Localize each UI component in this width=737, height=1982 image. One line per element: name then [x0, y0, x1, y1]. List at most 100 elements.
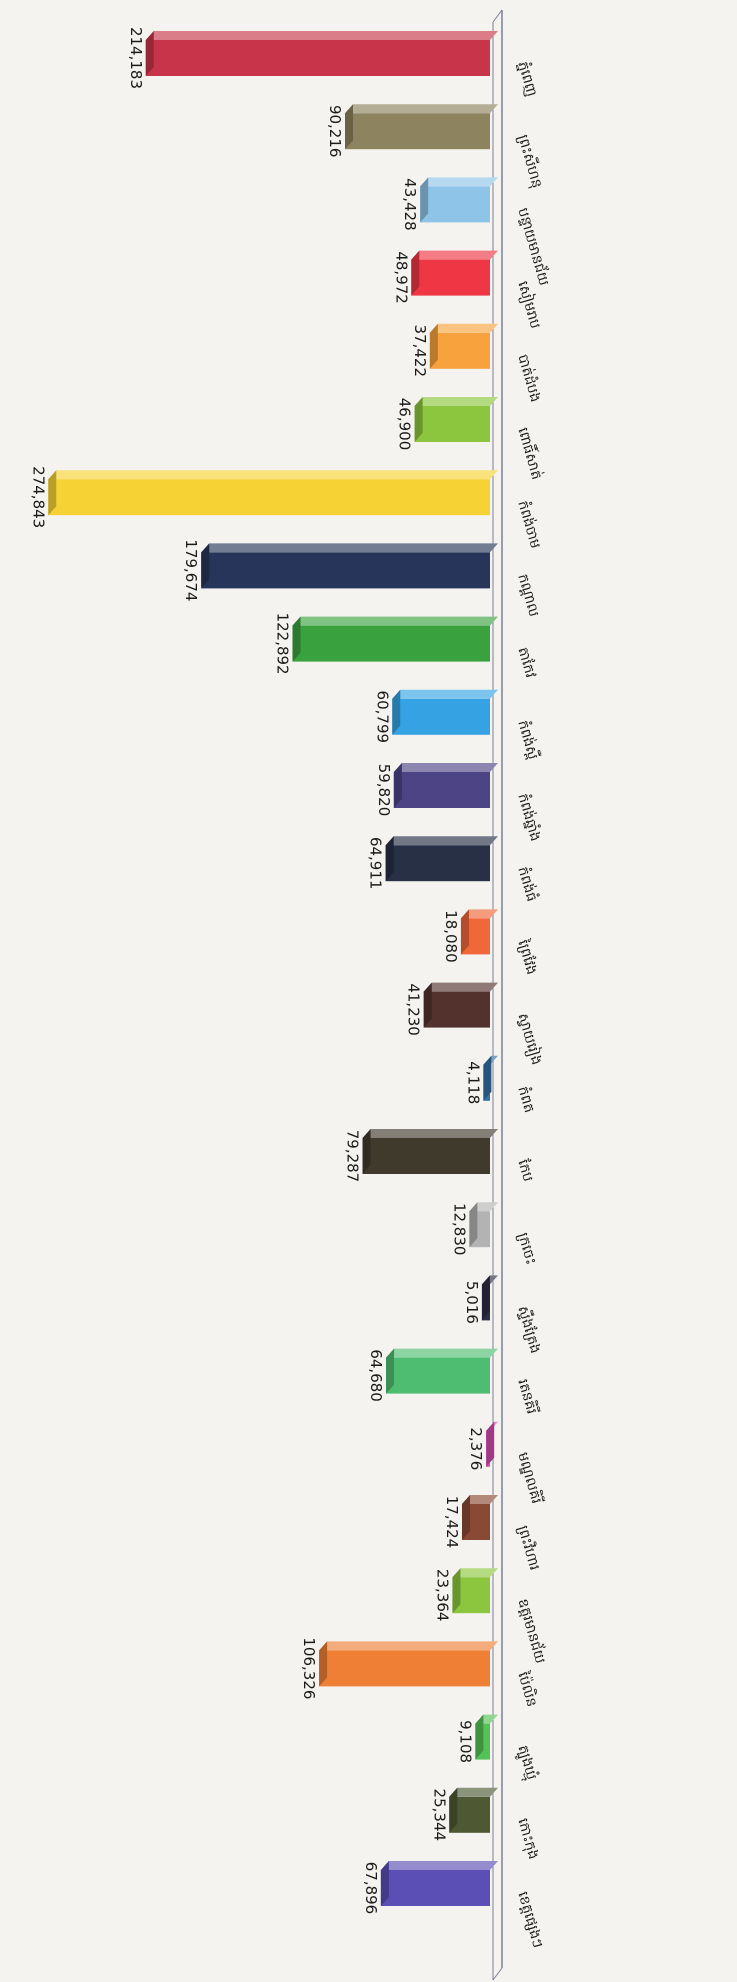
bar-20 [486, 1421, 498, 1467]
category-label: ប៉ៃលិន [514, 1669, 541, 1709]
bar-top-face [319, 1641, 498, 1651]
bar-top-face [423, 982, 498, 992]
bar-end-face [429, 323, 438, 369]
category-label: រតនគិរី [514, 1377, 541, 1416]
value-label: 37,422 [411, 325, 429, 378]
bar-top-face [48, 470, 499, 480]
category-label: កំពង់ស្ពឺ [514, 718, 542, 761]
bar-25 [449, 1787, 498, 1833]
bar-10 [392, 689, 498, 735]
bar-top-face [461, 1495, 498, 1504]
bar-top-face [414, 397, 498, 406]
bar-top-face [345, 104, 498, 114]
bar-top-face [292, 616, 498, 626]
category-label: ឧត្តរមានជ័យ [514, 1596, 550, 1665]
bar-end-face [386, 1348, 395, 1394]
category-label: ត្បូងឃ្មុំ [511, 1743, 541, 1783]
bar-front [385, 845, 490, 882]
category-label: ភ្នំពេញ [514, 59, 541, 98]
bar-top-face [452, 1568, 498, 1578]
bar-front [201, 552, 490, 589]
bar-top-face [386, 1348, 498, 1358]
value-label: 60,799 [373, 691, 391, 744]
bar-front [423, 991, 490, 1028]
category-label: កំពង់ឆ្នាំង [514, 791, 545, 843]
bar-end-face [292, 616, 301, 662]
bar-top-face [362, 1129, 498, 1138]
bar-front [48, 479, 491, 516]
bar-end-face [48, 470, 57, 516]
bar-front [411, 259, 490, 296]
bar-8 [201, 543, 498, 589]
bar-end-face [449, 1787, 458, 1833]
category-label: ព្រៃវែង [514, 937, 541, 977]
bar-front [292, 625, 490, 662]
bar-top-face [392, 689, 498, 699]
category-label: កែប [514, 1158, 536, 1184]
value-label: 59,820 [375, 764, 393, 817]
bar-end-face [461, 1495, 470, 1540]
bar-24 [475, 1714, 498, 1760]
category-label: កំពត [514, 1084, 539, 1115]
bar-23 [319, 1641, 498, 1687]
bar-end-face [475, 1714, 484, 1760]
value-label: 43,428 [401, 178, 419, 231]
value-label: 17,424 [443, 1496, 461, 1549]
bar-19 [386, 1348, 498, 1394]
bar-front [380, 1870, 490, 1906]
bar-front [386, 1357, 490, 1394]
value-label: 12,830 [450, 1203, 468, 1256]
value-label: 5,016 [463, 1281, 481, 1324]
category-label: បាត់ដំបង [514, 352, 545, 404]
value-label: 64,911 [367, 837, 385, 890]
value-label: 41,230 [405, 983, 423, 1036]
value-label: 214,183 [127, 27, 145, 89]
value-label: 48,972 [392, 251, 410, 304]
category-label: កណ្តាល [514, 572, 541, 618]
value-label: 46,900 [396, 398, 414, 451]
bar-21 [461, 1495, 498, 1540]
bar-top-face [411, 250, 498, 260]
bar-top-face [380, 1861, 498, 1870]
value-label: 23,364 [433, 1569, 451, 1622]
bar-3 [420, 177, 498, 223]
bar-front [420, 186, 490, 223]
value-labels-group: 214,183 90,216 43,428 48,972 37,422 46,900 274… [29, 27, 485, 1914]
bar-end-face [319, 1641, 328, 1687]
bar-end-face [345, 104, 354, 150]
bar-1 [145, 31, 498, 76]
bar-top-face [201, 543, 498, 553]
bar-top-face [385, 836, 498, 846]
bar-13 [460, 909, 498, 955]
bars-group [48, 31, 499, 1906]
bar-end-face [393, 763, 402, 808]
bar-top-face [393, 763, 498, 772]
bar-end-face [486, 1421, 495, 1467]
bar-end-face [385, 836, 394, 882]
bar-end-face [423, 982, 432, 1028]
category-label: ក្រចេះ [514, 1231, 538, 1267]
category-label: ស្វាយរៀង [513, 1011, 546, 1067]
bar-2 [345, 104, 498, 150]
value-label: 90,216 [326, 105, 344, 158]
category-label: សៀមរាប [513, 279, 545, 331]
bar-top-face [449, 1787, 498, 1797]
value-label: 18,080 [442, 910, 460, 963]
bar-4 [411, 250, 498, 296]
bar-end-face [362, 1129, 371, 1174]
value-label: 274,843 [29, 466, 47, 528]
value-label: 25,344 [430, 1789, 448, 1842]
bar-7 [48, 470, 499, 516]
bar-end-face [452, 1568, 461, 1614]
value-label: 122,892 [273, 613, 291, 675]
value-label: 106,326 [300, 1637, 318, 1699]
value-label: 64,680 [367, 1349, 385, 1402]
chart-wall [492, 9, 503, 1981]
category-label: ពោធិ៍សាត់ [514, 425, 547, 481]
category-label: កំពង់ចាម [514, 498, 545, 550]
bar-front [429, 332, 490, 369]
axis-wall-bottom [492, 1967, 503, 1981]
bar-end-face [460, 909, 469, 955]
bar-end-face [483, 1055, 492, 1101]
bar-15 [483, 1055, 498, 1101]
